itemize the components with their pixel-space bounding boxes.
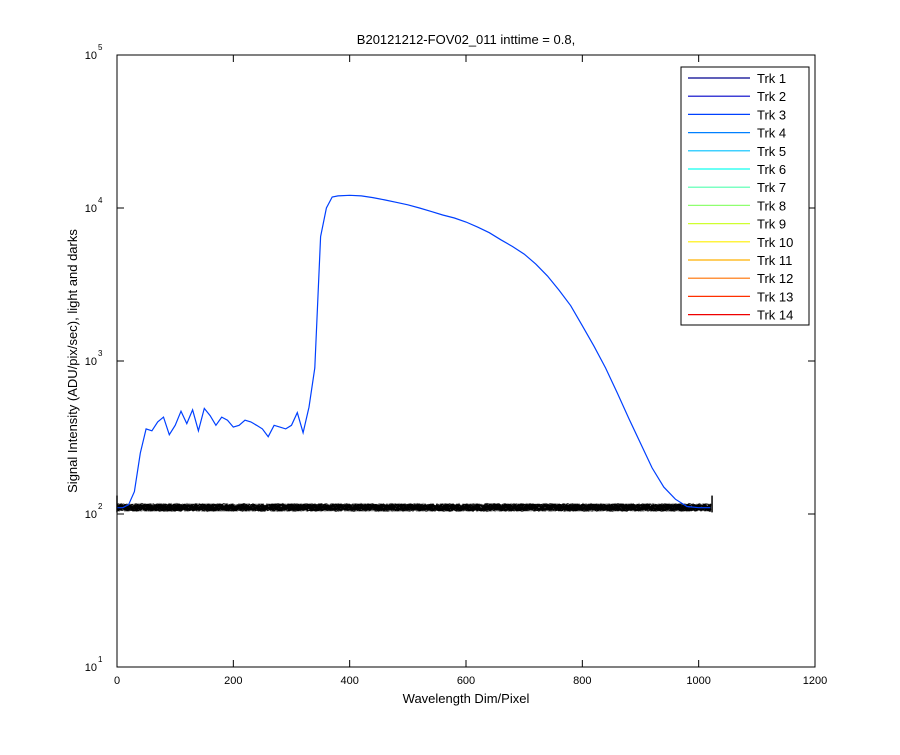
y-tick-exponent: 3 [98, 349, 103, 358]
y-tick-label: 10 [85, 509, 97, 521]
x-tick-label: 1200 [803, 675, 827, 687]
legend-label-8: Trk 8 [757, 198, 786, 213]
x-tick-label: 400 [340, 675, 358, 687]
y-tick-label: 10 [85, 356, 97, 368]
series-layer [117, 194, 711, 509]
dark-band-layer [116, 495, 713, 513]
legend-label-6: Trk 6 [757, 162, 786, 177]
legend-label-7: Trk 7 [757, 180, 786, 195]
legend-label-12: Trk 12 [757, 271, 793, 286]
y-tick-exponent: 1 [98, 655, 103, 664]
legend-label-4: Trk 4 [757, 126, 786, 141]
x-axis-title: Wavelength Dim/Pixel [403, 691, 530, 706]
legend-label-14: Trk 14 [757, 308, 793, 323]
dark-track-noise [116, 502, 712, 513]
legend-label-10: Trk 10 [757, 235, 793, 250]
legend-label-2: Trk 2 [757, 89, 786, 104]
x-tick-label: 1000 [686, 675, 710, 687]
legend-label-9: Trk 9 [757, 217, 786, 232]
y-axis-title: Signal Intensity (ADU/pix/sec), light an… [65, 229, 80, 493]
y-tick-label: 10 [85, 203, 97, 215]
legend-box [680, 66, 810, 326]
legend-label-5: Trk 5 [757, 144, 786, 159]
x-tick-label: 600 [457, 675, 475, 687]
x-tick-label: 200 [224, 675, 242, 687]
y-tick-exponent: 5 [98, 43, 103, 52]
y-tick-exponent: 2 [98, 502, 103, 511]
legend-label-11: Trk 11 [757, 253, 792, 268]
y-tick-label: 10 [85, 662, 97, 674]
legend-label-1: Trk 1 [757, 71, 786, 86]
legend: Trk 1 Trk 2 Trk 3 Trk 4 Trk 5 Trk 6 Trk 7 Trk 8… [680, 66, 810, 326]
dark-track-noise [116, 502, 712, 513]
x-tick-label: 800 [573, 675, 591, 687]
y-tick-exponent: 4 [98, 196, 103, 205]
chart-title: B20121212-FOV02_011 inttime = 0.8, [357, 32, 575, 47]
x-tick-label: 0 [114, 675, 120, 687]
series-line-3 [117, 194, 711, 509]
legend-label-13: Trk 13 [757, 289, 793, 304]
legend-label-3: Trk 3 [757, 107, 786, 122]
y-tick-label: 10 [85, 50, 97, 62]
